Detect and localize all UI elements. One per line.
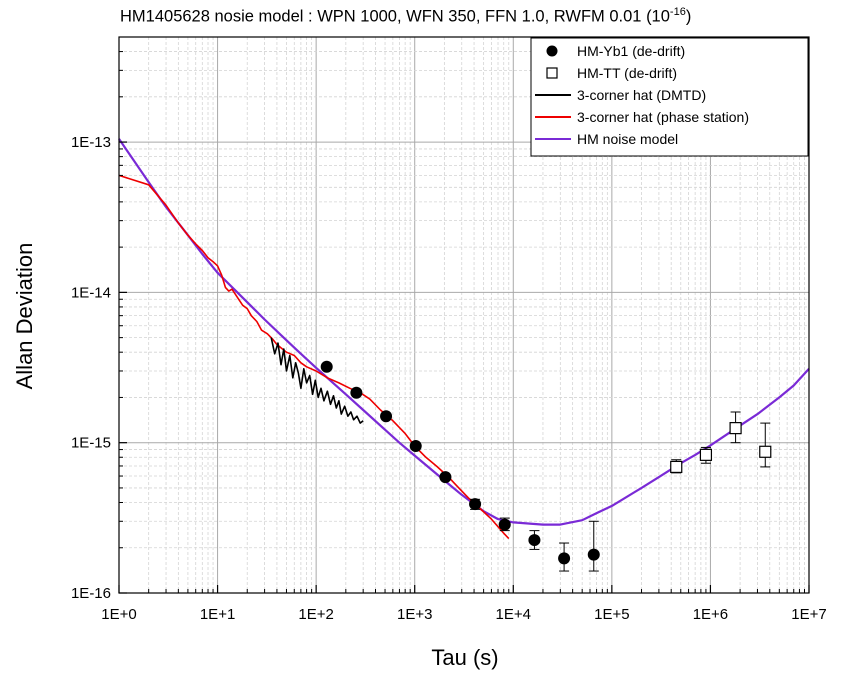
y-tick-label: 1E-15 [71,435,111,452]
data-point [469,498,482,511]
legend-label: HM noise model [577,131,678,147]
legend-marker [546,45,558,57]
legend-label: 3-corner hat (DMTD) [577,87,706,103]
x-tick-label: 1E+4 [496,606,531,623]
plot-frame [118,36,810,594]
x-tick-label: 1E+6 [693,606,728,623]
x-tick-label: 1E+5 [594,606,629,623]
data-point [350,386,363,399]
legend-box [530,37,809,157]
series-line [118,138,810,526]
data-point [670,460,683,474]
data-point [759,445,772,458]
axis-ticks: 1E+0 1E+1 1E+2 1E+3 1E+4 1E+5 1E+6 1E+7 1E-16 1E-… [71,36,827,623]
series-markers [320,360,772,572]
legend-label: HM-TT (de-drift) [577,65,677,81]
legend-marker [546,67,558,79]
data-point [729,422,742,435]
chart-title: HM1405628 nosie model : WPN 1000, WFN 35… [120,6,692,26]
x-tick-label: 1E+7 [791,606,826,623]
data-point [439,471,452,484]
legend-label: 3-corner hat (phase station) [577,109,749,125]
data-point [320,360,333,373]
x-tick-label: 1E+3 [397,606,432,623]
y-tick-label: 1E-16 [71,585,111,602]
series-line [118,174,510,540]
y-tick-label: 1E-14 [71,284,111,301]
data-point [498,518,511,531]
data-point [409,440,422,453]
data-point [380,410,393,423]
data-point [558,552,571,565]
data-point [699,448,713,461]
data-point [528,534,541,547]
series-line [270,337,364,424]
y-axis-label: Allan Deviation [12,243,37,390]
x-axis-label: Tau (s) [431,645,498,670]
legend: HM-Yb1 (de-drift) HM-TT (de-drift) 3-corne… [530,37,809,157]
legend-label: HM-Yb1 (de-drift) [577,43,685,59]
series-lines [118,138,810,540]
x-tick-label: 1E+1 [200,606,235,623]
y-tick-label: 1E-13 [71,134,111,151]
x-tick-label: 1E+2 [298,606,333,623]
data-point [587,548,600,561]
x-tick-label: 1E+0 [101,606,136,623]
